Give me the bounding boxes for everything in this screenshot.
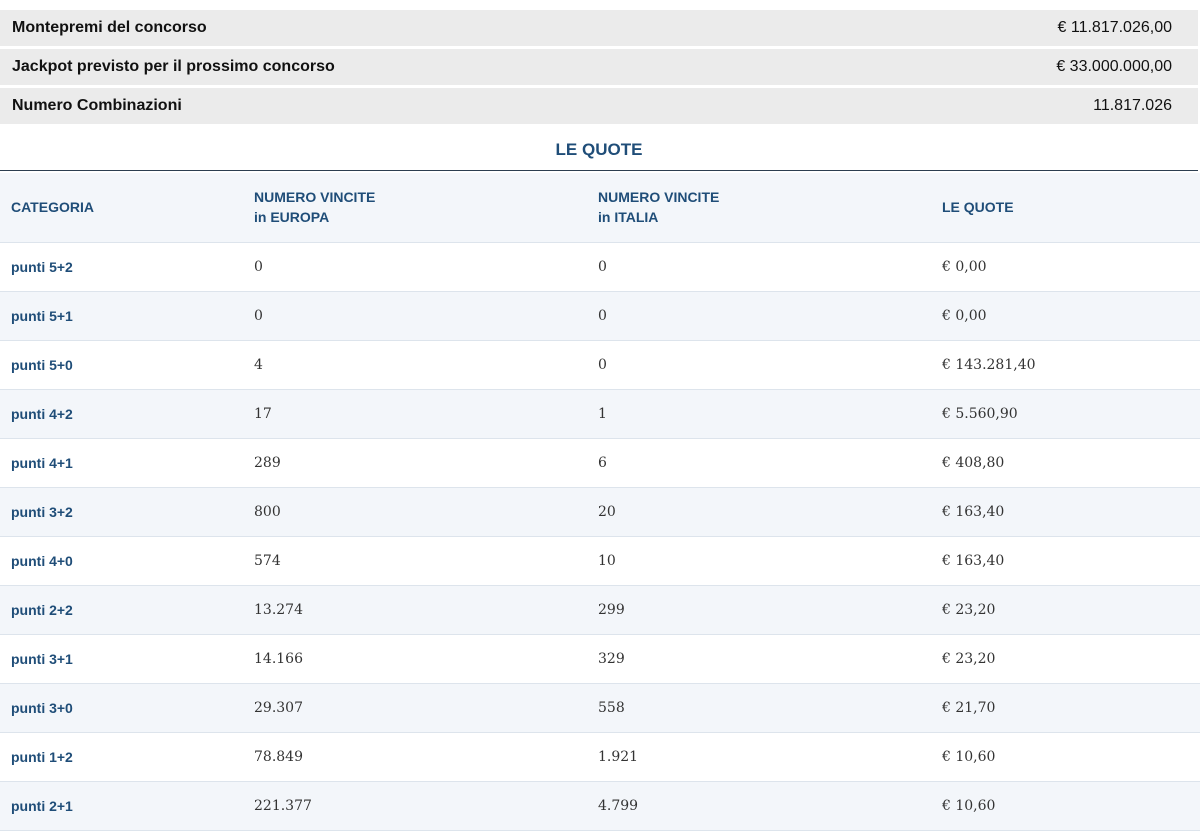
cell-quota: € 21,70 bbox=[931, 683, 1200, 733]
cell-categoria: punti 5+0 bbox=[0, 340, 243, 390]
table-row: punti 5+2 0 0 € 0,00 bbox=[0, 242, 1200, 292]
column-header-line: in EUROPA bbox=[254, 209, 330, 226]
cell-vincite-europa: 0 bbox=[243, 242, 587, 292]
summary-label: Jackpot previsto per il prossimo concors… bbox=[12, 58, 335, 75]
summary-panel: Montepremi del concorso € 11.817.026,00 … bbox=[0, 10, 1198, 127]
cell-categoria: punti 3+1 bbox=[0, 634, 243, 684]
cell-categoria: punti 5+2 bbox=[0, 242, 243, 292]
cell-vincite-europa: 17 bbox=[243, 389, 587, 439]
table-row: punti 3+2 800 20 € 163,40 bbox=[0, 487, 1200, 537]
cell-categoria: punti 1+2 bbox=[0, 732, 243, 782]
table-row: punti 2+1 221.377 4.799 € 10,60 bbox=[0, 781, 1200, 831]
cell-vincite-europa: 4 bbox=[243, 340, 587, 390]
summary-value: € 33.000.000,00 bbox=[1056, 58, 1172, 75]
summary-row-combinazioni: Numero Combinazioni 11.817.026 bbox=[0, 88, 1198, 124]
cell-vincite-italia: 6 bbox=[587, 438, 931, 488]
table-row: punti 4+0 574 10 € 163,40 bbox=[0, 536, 1200, 586]
summary-row-jackpot: Jackpot previsto per il prossimo concors… bbox=[0, 49, 1198, 85]
cell-categoria: punti 3+2 bbox=[0, 487, 243, 537]
cell-categoria: punti 4+1 bbox=[0, 438, 243, 488]
cell-vincite-italia: 0 bbox=[587, 291, 931, 341]
cell-vincite-europa: 29.307 bbox=[243, 683, 587, 733]
cell-quota: € 0,00 bbox=[931, 291, 1200, 341]
cell-vincite-europa: 221.377 bbox=[243, 781, 587, 831]
column-header-line: in ITALIA bbox=[598, 209, 659, 226]
section-title: LE QUOTE bbox=[0, 133, 1198, 171]
column-header-line: LE QUOTE bbox=[942, 199, 1014, 216]
cell-categoria: punti 2+2 bbox=[0, 585, 243, 635]
cell-vincite-italia: 558 bbox=[587, 683, 931, 733]
cell-vincite-europa: 78.849 bbox=[243, 732, 587, 782]
column-header-line: NUMERO VINCITE bbox=[598, 189, 720, 206]
cell-quota: € 23,20 bbox=[931, 585, 1200, 635]
summary-label: Montepremi del concorso bbox=[12, 19, 207, 36]
cell-categoria: punti 3+0 bbox=[0, 683, 243, 733]
summary-value: € 11.817.026,00 bbox=[1057, 19, 1172, 36]
cell-vincite-italia: 0 bbox=[587, 242, 931, 292]
cell-quota: € 163,40 bbox=[931, 487, 1200, 537]
column-header-categoria: CATEGORIA bbox=[0, 173, 243, 243]
cell-vincite-europa: 14.166 bbox=[243, 634, 587, 684]
cell-vincite-italia: 329 bbox=[587, 634, 931, 684]
column-header-quote: LE QUOTE bbox=[931, 173, 1200, 243]
cell-vincite-italia: 4.799 bbox=[587, 781, 931, 831]
cell-vincite-europa: 800 bbox=[243, 487, 587, 537]
cell-vincite-italia: 20 bbox=[587, 487, 931, 537]
summary-row-montepremi: Montepremi del concorso € 11.817.026,00 bbox=[0, 10, 1198, 46]
table-row: punti 4+1 289 6 € 408,80 bbox=[0, 438, 1200, 488]
summary-label: Numero Combinazioni bbox=[12, 97, 182, 114]
table-row: punti 3+1 14.166 329 € 23,20 bbox=[0, 634, 1200, 684]
column-header-line: NUMERO VINCITE bbox=[254, 189, 376, 206]
column-header-europa: NUMERO VINCITE in EUROPA bbox=[243, 173, 587, 243]
cell-categoria: punti 5+1 bbox=[0, 291, 243, 341]
cell-quota: € 163,40 bbox=[931, 536, 1200, 586]
cell-categoria: punti 2+1 bbox=[0, 781, 243, 831]
cell-categoria: punti 4+2 bbox=[0, 389, 243, 439]
table-row: punti 5+0 4 0 € 143.281,40 bbox=[0, 340, 1200, 390]
table-row: punti 3+0 29.307 558 € 21,70 bbox=[0, 683, 1200, 733]
cell-vincite-europa: 0 bbox=[243, 291, 587, 341]
table-row: punti 4+2 17 1 € 5.560,90 bbox=[0, 389, 1200, 439]
cell-quota: € 23,20 bbox=[931, 634, 1200, 684]
cell-vincite-italia: 299 bbox=[587, 585, 931, 635]
cell-quota: € 0,00 bbox=[931, 242, 1200, 292]
cell-quota: € 408,80 bbox=[931, 438, 1200, 488]
cell-categoria: punti 4+0 bbox=[0, 536, 243, 586]
cell-quota: € 5.560,90 bbox=[931, 389, 1200, 439]
table-row: punti 1+2 78.849 1.921 € 10,60 bbox=[0, 732, 1200, 782]
table-header-row: CATEGORIA NUMERO VINCITE in EUROPA NUMER… bbox=[0, 173, 1200, 243]
cell-quota: € 10,60 bbox=[931, 781, 1200, 831]
column-header-line: CATEGORIA bbox=[11, 199, 94, 216]
table-row: punti 5+1 0 0 € 0,00 bbox=[0, 291, 1200, 341]
table-row: punti 2+2 13.274 299 € 23,20 bbox=[0, 585, 1200, 635]
column-header-italia: NUMERO VINCITE in ITALIA bbox=[587, 173, 931, 243]
cell-vincite-italia: 0 bbox=[587, 340, 931, 390]
summary-value: 11.817.026 bbox=[1093, 97, 1172, 114]
cell-quota: € 143.281,40 bbox=[931, 340, 1200, 390]
quote-table: CATEGORIA NUMERO VINCITE in EUROPA NUMER… bbox=[0, 173, 1200, 831]
cell-vincite-europa: 13.274 bbox=[243, 585, 587, 635]
cell-vincite-italia: 1 bbox=[587, 389, 931, 439]
cell-vincite-europa: 574 bbox=[243, 536, 587, 586]
cell-vincite-europa: 289 bbox=[243, 438, 587, 488]
cell-quota: € 10,60 bbox=[931, 732, 1200, 782]
cell-vincite-italia: 1.921 bbox=[587, 732, 931, 782]
cell-vincite-italia: 10 bbox=[587, 536, 931, 586]
